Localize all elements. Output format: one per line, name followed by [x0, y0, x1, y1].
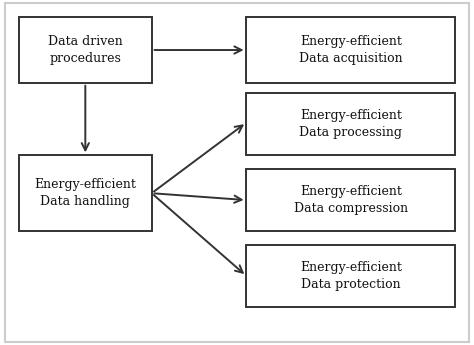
FancyBboxPatch shape [246, 93, 455, 155]
FancyBboxPatch shape [246, 169, 455, 231]
FancyBboxPatch shape [246, 245, 455, 307]
Text: Energy-efficient
Data handling: Energy-efficient Data handling [35, 178, 136, 208]
Text: Energy-efficient
Data compression: Energy-efficient Data compression [294, 185, 408, 215]
Text: Energy-efficient
Data acquisition: Energy-efficient Data acquisition [299, 35, 402, 65]
Text: Energy-efficient
Data processing: Energy-efficient Data processing [299, 109, 402, 139]
FancyBboxPatch shape [246, 17, 455, 83]
FancyBboxPatch shape [19, 17, 152, 83]
Text: Energy-efficient
Data protection: Energy-efficient Data protection [300, 261, 401, 291]
FancyBboxPatch shape [19, 155, 152, 231]
Text: Data driven
procedures: Data driven procedures [48, 35, 123, 65]
